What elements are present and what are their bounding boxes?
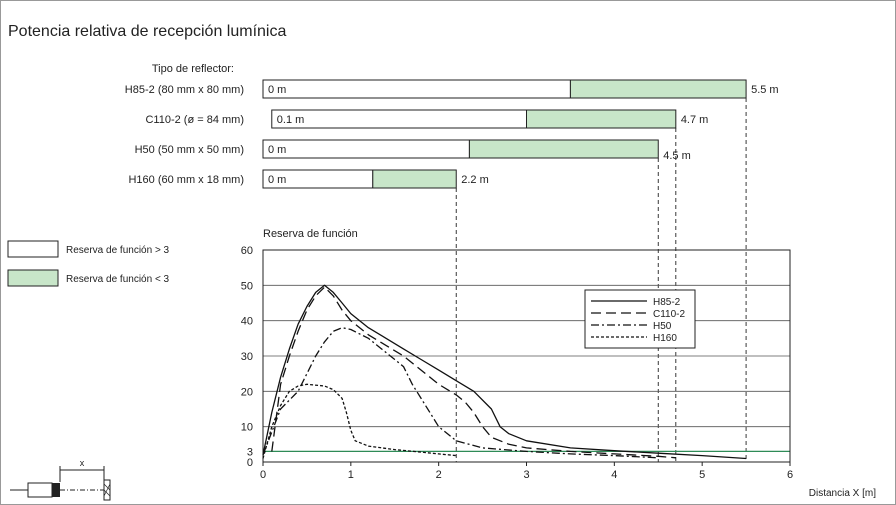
icon-distance-label: x — [80, 458, 85, 468]
reserve-high-bar — [262, 139, 470, 159]
y-tick-label: 0 — [247, 457, 253, 469]
x-tick-label: 1 — [348, 469, 354, 481]
y-tick-label: 50 — [241, 280, 253, 292]
reflector-name: H160 (60 mm x 18 mm) — [128, 174, 244, 186]
reflector-name: C110-2 (ø = 84 mm) — [145, 114, 244, 126]
y-tick-label: 20 — [241, 386, 253, 398]
x-tick-label: 3 — [523, 469, 529, 481]
chart-legend-box — [584, 289, 696, 349]
range-end-label: 4.7 m — [681, 114, 709, 126]
icon-sensor-body — [27, 482, 53, 498]
reserve-legend: Reserva de función > 3 Reserva de funció… — [7, 240, 170, 287]
range-start-label: 0 m — [268, 144, 286, 156]
legend-label-high: Reserva de función > 3 — [66, 245, 170, 256]
chart-legend-label: C110-2 — [653, 309, 685, 320]
reserve-high-bar — [271, 109, 527, 129]
x-tick-label: 5 — [699, 469, 705, 481]
x-axis-label: Distancia X [m] — [809, 488, 876, 499]
range-end-label: 4.5 m — [663, 150, 691, 162]
y-tick-label: 3 — [247, 446, 253, 458]
legend-swatch-high — [7, 240, 59, 258]
legend-swatch-low — [7, 269, 59, 287]
y-tick-label: 60 — [241, 245, 253, 257]
x-tick-label: 0 — [260, 469, 266, 481]
y-tick-label: 30 — [241, 351, 253, 363]
y-tick-label: 10 — [241, 422, 253, 434]
x-tick-label: 6 — [787, 469, 793, 481]
legend-label-low: Reserva de función < 3 — [66, 274, 170, 285]
chart-legend-label: H160 — [653, 333, 677, 344]
reserve-low-bar — [526, 109, 677, 129]
reflector-header: Tipo de reflector: — [152, 63, 234, 75]
icon-reflector-hatch-3 — [103, 483, 111, 497]
icon-sensor-lens — [52, 483, 60, 497]
icon-reflector-hatch-1 — [103, 483, 111, 491]
x-tick-label: 4 — [611, 469, 617, 481]
reflector-name: H85-2 (80 mm x 80 mm) — [125, 84, 244, 96]
y-axis-label: Reserva de función — [263, 228, 358, 240]
reserve-low-bar — [372, 169, 457, 189]
reflector-name: H50 (50 mm x 50 mm) — [135, 144, 244, 156]
series-line-h160 — [262, 383, 457, 459]
series-line-h85-2 — [262, 284, 747, 460]
range-start-label: 0 m — [268, 174, 286, 186]
y-tick-label: 40 — [241, 316, 253, 328]
sensor-reflector-icon: x — [10, 458, 111, 501]
range-start-label: 0 m — [268, 84, 286, 96]
icon-reflector-hatch-2 — [103, 489, 111, 497]
range-end-label: 5.5 m — [751, 84, 779, 96]
x-tick-label: 2 — [436, 469, 442, 481]
series-line-c110-2 — [271, 286, 676, 459]
reflector-bars: H85-2 (80 mm x 80 mm) 0 m 5.5 m C110-2 (ø =… — [125, 79, 779, 462]
figure-title: Potencia relativa de recepción lumínica — [8, 23, 286, 40]
reserve-high-bar — [262, 79, 571, 99]
series-line-h50 — [262, 327, 659, 459]
range-end-label: 2.2 m — [461, 174, 489, 186]
reserve-low-bar — [569, 79, 747, 99]
reserve-low-bar — [468, 139, 659, 159]
range-start-label: 0.1 m — [277, 114, 305, 126]
chart-legend-label: H50 — [653, 321, 672, 332]
chart-legend-label: H85-2 — [653, 297, 681, 308]
